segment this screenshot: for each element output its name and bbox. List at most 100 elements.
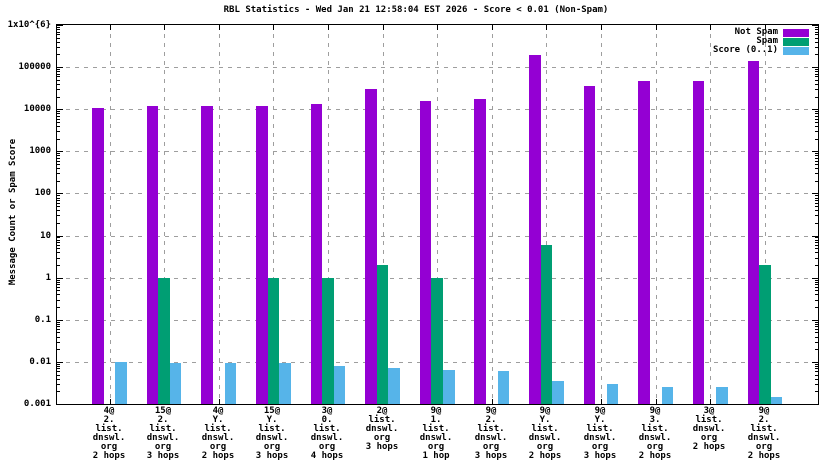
y-minor-tick	[57, 371, 60, 372]
x-tick-label: 9@ 3. list. dnswl. org 2 hops	[638, 406, 672, 461]
y-tick-label: 1000	[29, 146, 51, 156]
y-minor-tick	[57, 200, 60, 201]
y-major-tick	[812, 236, 818, 237]
y-minor-tick	[815, 119, 818, 120]
gridline-x	[546, 25, 547, 404]
y-minor-tick	[815, 391, 818, 392]
y-major-tick	[812, 362, 818, 363]
y-minor-tick	[815, 80, 818, 81]
bar-score-0-1	[169, 362, 182, 404]
bar-not-spam	[638, 81, 650, 404]
y-minor-tick	[815, 89, 818, 90]
y-minor-tick	[815, 258, 818, 259]
x-tick-label: 9@ 2. list. dnswl. org 2 hops	[747, 406, 781, 461]
y-minor-tick	[57, 34, 60, 35]
y-tick-label: 1x10^{6}	[7, 20, 51, 30]
y-minor-tick	[815, 122, 818, 123]
y-minor-tick	[815, 337, 818, 338]
y-minor-tick	[57, 198, 60, 199]
y-minor-tick	[57, 111, 60, 112]
y-minor-tick	[815, 203, 818, 204]
y-minor-tick	[815, 294, 818, 295]
x-tick-label: 15@ Y. list. dnswl. org 3 hops	[255, 406, 289, 461]
y-minor-tick	[815, 153, 818, 154]
y-minor-tick	[815, 366, 818, 367]
y-minor-tick	[815, 42, 818, 43]
x-top-tick	[710, 25, 711, 30]
gridline-x	[328, 25, 329, 404]
y-minor-tick	[815, 300, 818, 301]
x-tick-label: 9@ 2. list. dnswl. org 3 hops	[474, 406, 508, 461]
y-minor-tick	[815, 74, 818, 75]
gridline-x	[765, 25, 766, 404]
y-minor-tick	[815, 126, 818, 127]
x-tick-label: 9@ Y. list. dnswl. org 3 hops	[583, 406, 617, 461]
y-minor-tick	[57, 47, 60, 48]
legend-label-score: Score (0..1)	[712, 45, 778, 55]
y-minor-tick	[815, 342, 818, 343]
x-bottom-tick	[601, 399, 602, 404]
y-minor-tick	[57, 223, 60, 224]
x-tick-label: 4@ 2. list. dnswl. org 2 hops	[92, 406, 126, 461]
x-bottom-tick	[492, 399, 493, 404]
y-minor-tick	[815, 240, 818, 241]
bar-not-spam	[747, 61, 760, 404]
legend-swatch-score	[783, 46, 809, 55]
bar-spam	[759, 265, 771, 404]
legend-swatch-spam	[783, 37, 809, 46]
x-top-tick	[656, 25, 657, 30]
bar-score-0-1	[661, 387, 674, 404]
y-minor-tick	[57, 119, 60, 120]
x-top-tick	[437, 25, 438, 30]
x-top-tick	[492, 25, 493, 30]
y-minor-tick	[815, 210, 818, 211]
y-minor-tick	[815, 200, 818, 201]
bar-score-0-1	[115, 361, 127, 404]
y-minor-tick	[57, 161, 60, 162]
y-minor-tick	[815, 71, 818, 72]
y-minor-tick	[815, 349, 818, 350]
y-minor-tick	[815, 34, 818, 35]
y-minor-tick	[815, 364, 818, 365]
bar-spam	[431, 277, 443, 404]
x-tick-label: 3@ 0. list. dnswl. org 4 hops	[310, 406, 344, 461]
x-tick-label: 4@ Y. list. dnswl. org 2 hops	[201, 406, 235, 461]
y-minor-tick	[57, 342, 60, 343]
y-major-tick	[812, 193, 818, 194]
x-top-tick	[765, 25, 766, 30]
y-minor-tick	[815, 282, 818, 283]
y-minor-tick	[815, 195, 818, 196]
y-minor-tick	[57, 300, 60, 301]
y-minor-tick	[57, 181, 60, 182]
y-minor-tick	[57, 215, 60, 216]
y-minor-tick	[57, 294, 60, 295]
y-major-tick	[812, 25, 818, 26]
y-minor-tick	[815, 113, 818, 114]
gridline-x	[710, 25, 711, 404]
bar-not-spam	[310, 103, 323, 404]
y-major-tick	[812, 278, 818, 279]
bar-not-spam	[201, 105, 213, 404]
y-minor-tick	[57, 245, 60, 246]
y-minor-tick	[57, 287, 60, 288]
legend-item-score: Score (0..1)	[713, 46, 809, 55]
y-minor-tick	[57, 252, 60, 253]
y-tick-label: 10	[40, 231, 51, 241]
y-minor-tick	[57, 203, 60, 204]
y-minor-tick	[57, 366, 60, 367]
y-minor-tick	[815, 139, 818, 140]
x-tick-label: 9@ Y. list. dnswl. org 2 hops	[528, 406, 562, 461]
y-major-tick	[57, 25, 63, 26]
y-minor-tick	[57, 38, 60, 39]
y-minor-tick	[815, 32, 818, 33]
y-minor-tick	[815, 237, 818, 238]
x-tick-label: 2@ list. dnswl. org 3 hops	[365, 406, 399, 452]
y-minor-tick	[57, 69, 60, 70]
bar-not-spam	[92, 107, 104, 404]
y-major-tick	[57, 67, 63, 68]
x-top-tick	[328, 25, 329, 30]
y-minor-tick	[57, 375, 60, 376]
y-minor-tick	[57, 337, 60, 338]
bar-not-spam	[365, 89, 377, 404]
y-minor-tick	[815, 326, 818, 327]
